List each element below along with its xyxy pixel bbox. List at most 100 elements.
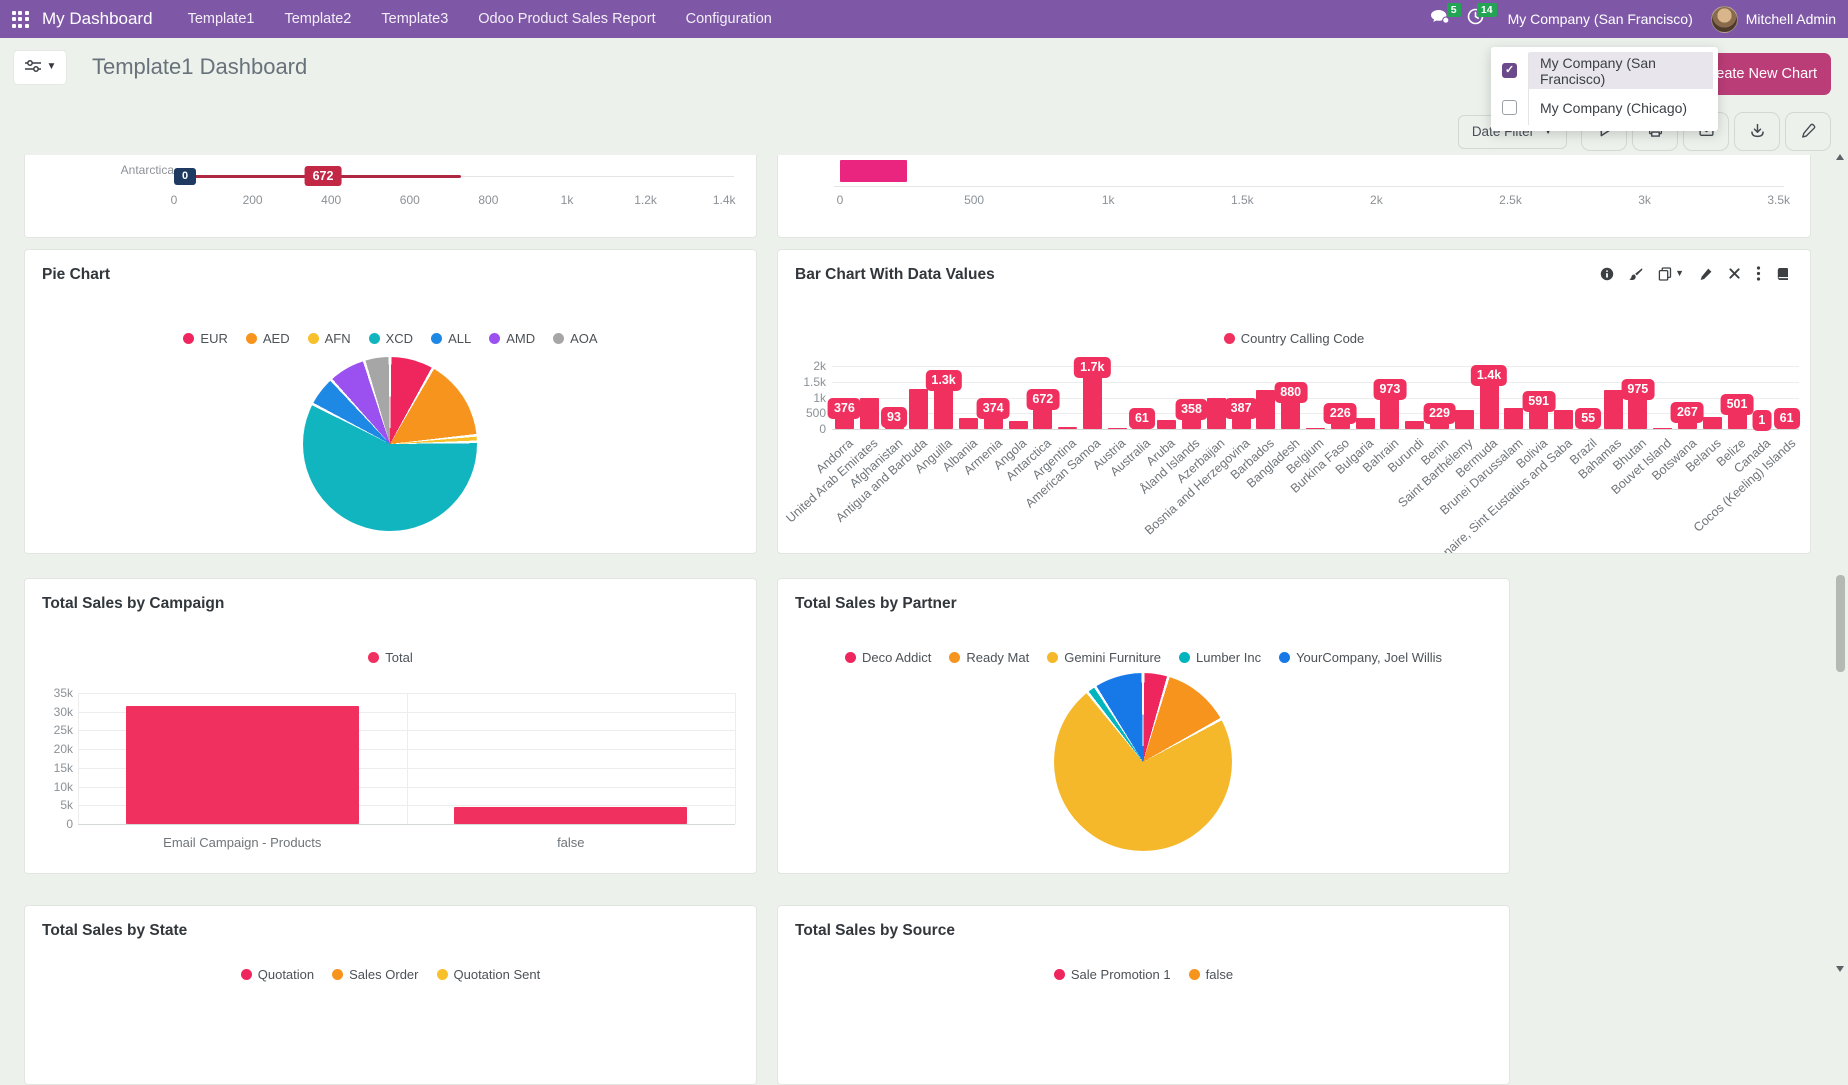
- legend-label: YourCompany, Joel Willis: [1296, 649, 1443, 665]
- nav-item-template2[interactable]: Template2: [284, 11, 352, 27]
- brush-icon[interactable]: [1629, 267, 1643, 281]
- chart-title: Total Sales by State: [42, 922, 188, 939]
- scroll-down-arrow[interactable]: [1836, 966, 1844, 972]
- legend-item[interactable]: Ready Mat: [949, 650, 1029, 665]
- gridline: [832, 381, 1799, 383]
- legend-color-dot: [1188, 968, 1200, 980]
- slider-handle-value[interactable]: 672: [304, 166, 342, 186]
- apps-menu-button[interactable]: [0, 0, 40, 38]
- legend-item[interactable]: ALL: [431, 331, 471, 346]
- nav-item-template3[interactable]: Template3: [381, 11, 449, 27]
- legend-item[interactable]: YourCompany, Joel Willis: [1279, 650, 1442, 665]
- legend-item[interactable]: false: [1188, 967, 1233, 982]
- page-title: Template1 Dashboard: [92, 54, 308, 79]
- slider-handle-low[interactable]: 0: [174, 168, 196, 185]
- bar-value-badge: 1.7k: [1074, 357, 1111, 378]
- chart-card-clipped-left: Antarctica 0 672 0 200 400 600 800 1k 1.2k 1.4k: [24, 155, 757, 238]
- pencil-icon: [1800, 122, 1817, 142]
- legend-item[interactable]: Sale Promotion 1: [1053, 967, 1171, 982]
- company-option[interactable]: My Company (Chicago): [1491, 89, 1718, 126]
- legend-item[interactable]: Country Calling Code: [1223, 331, 1364, 346]
- nav-item-configuration[interactable]: Configuration: [685, 11, 772, 27]
- user-menu[interactable]: Mitchell Admin: [1710, 5, 1836, 33]
- bar-value-badge: 93: [881, 407, 907, 429]
- chart-legend: Total: [25, 649, 756, 665]
- legend-item[interactable]: Quotation Sent: [436, 967, 540, 982]
- legend-color-dot: [183, 332, 195, 344]
- bar: [1231, 416, 1251, 429]
- bar: [1553, 410, 1573, 429]
- legend-item[interactable]: Total: [368, 650, 413, 665]
- scroll-up-arrow[interactable]: [1836, 154, 1844, 160]
- activities-button[interactable]: 14: [1458, 0, 1497, 38]
- bar-value-badge: 1.4k: [1470, 364, 1508, 386]
- legend-item[interactable]: EUR: [183, 330, 228, 346]
- download-button[interactable]: [1734, 112, 1780, 151]
- nav-item-odoo-product-sales-report[interactable]: Odoo Product Sales Report: [478, 11, 656, 27]
- legend-color-dot: [1179, 651, 1191, 663]
- bar: [1653, 427, 1673, 429]
- pencil-icon[interactable]: [1699, 267, 1713, 281]
- bar: [1206, 397, 1226, 429]
- dashboard-options-button[interactable]: ▼: [14, 50, 66, 84]
- messages-button[interactable]: 5: [1422, 0, 1461, 38]
- bar-value-badge: 975: [1621, 379, 1655, 401]
- legend-item[interactable]: Lumber Inc: [1179, 650, 1261, 665]
- legend-item[interactable]: Quotation: [240, 967, 314, 982]
- axis-tick-label: 1k: [1101, 193, 1115, 207]
- bar: [1430, 421, 1449, 429]
- legend-label: EUR: [200, 330, 228, 346]
- legend-item[interactable]: XCD: [368, 331, 413, 346]
- legend-item[interactable]: Gemini Furniture: [1047, 650, 1161, 665]
- legend-label: AFN: [324, 330, 351, 346]
- bar: [1479, 383, 1499, 429]
- checkbox-unchecked-icon[interactable]: [1502, 100, 1517, 115]
- bar: [1504, 407, 1524, 429]
- copy-icon[interactable]: ▼: [1658, 266, 1684, 281]
- legend-item[interactable]: Deco Addict: [844, 649, 932, 665]
- legend-color-dot: [1053, 968, 1065, 980]
- axis-tick-label: 2k: [1370, 193, 1383, 207]
- axis-tick-label: 0: [170, 193, 178, 207]
- legend-item[interactable]: Sales Order: [332, 967, 419, 982]
- y-axis-tick-label: 5k: [60, 798, 73, 813]
- kebab-icon[interactable]: [1756, 266, 1761, 281]
- info-icon[interactable]: [1600, 267, 1614, 281]
- bar: [983, 417, 1003, 429]
- legend-item[interactable]: AED: [245, 331, 290, 346]
- axis-tick-label: 600: [399, 193, 420, 207]
- control-panel: ▼ Template1 Dashboard Create New Chart: [0, 38, 1848, 96]
- company-switcher[interactable]: My Company (San Francisco): [1507, 11, 1693, 27]
- nav-item-template1[interactable]: Template1: [187, 11, 255, 27]
- company-option-label: My Company (Chicago): [1540, 99, 1688, 116]
- legend-label: Gemini Furniture: [1064, 649, 1162, 665]
- bar: [909, 389, 929, 429]
- bar-value-badge: 374: [976, 398, 1010, 420]
- pie-chart: [303, 357, 477, 531]
- legend-item[interactable]: AMD: [489, 331, 535, 346]
- company-option[interactable]: My Company (San Francisco): [1491, 52, 1718, 89]
- card-action-icons: ▼: [1600, 266, 1790, 281]
- legend-label: Deco Addict: [861, 649, 932, 665]
- bar: [1603, 389, 1623, 429]
- bar: [1628, 398, 1648, 429]
- scrollbar-thumb[interactable]: [1836, 575, 1845, 672]
- book-icon[interactable]: [1776, 267, 1790, 281]
- bar: [958, 417, 978, 429]
- legend-item[interactable]: AFN: [307, 330, 351, 346]
- x-axis-line: [832, 429, 1799, 430]
- vertical-scrollbar: [1833, 146, 1848, 976]
- legend-label: Ready Mat: [966, 649, 1030, 665]
- close-icon[interactable]: [1728, 267, 1741, 280]
- chart-title: Total Sales by Source: [795, 922, 955, 939]
- checkbox-checked-icon[interactable]: [1502, 63, 1517, 78]
- y-axis-tick-label: 35k: [53, 686, 73, 700]
- legend-item[interactable]: AOA: [553, 331, 598, 346]
- chart-title: Total Sales by Campaign: [42, 595, 225, 612]
- app-title[interactable]: My Dashboard: [42, 9, 153, 28]
- chart-title: Total Sales by Partner: [795, 595, 957, 612]
- bar: [1355, 417, 1375, 429]
- bar: [934, 389, 954, 429]
- pencil-button[interactable]: [1785, 112, 1831, 151]
- axis-tick-label: 1.2k: [634, 193, 657, 207]
